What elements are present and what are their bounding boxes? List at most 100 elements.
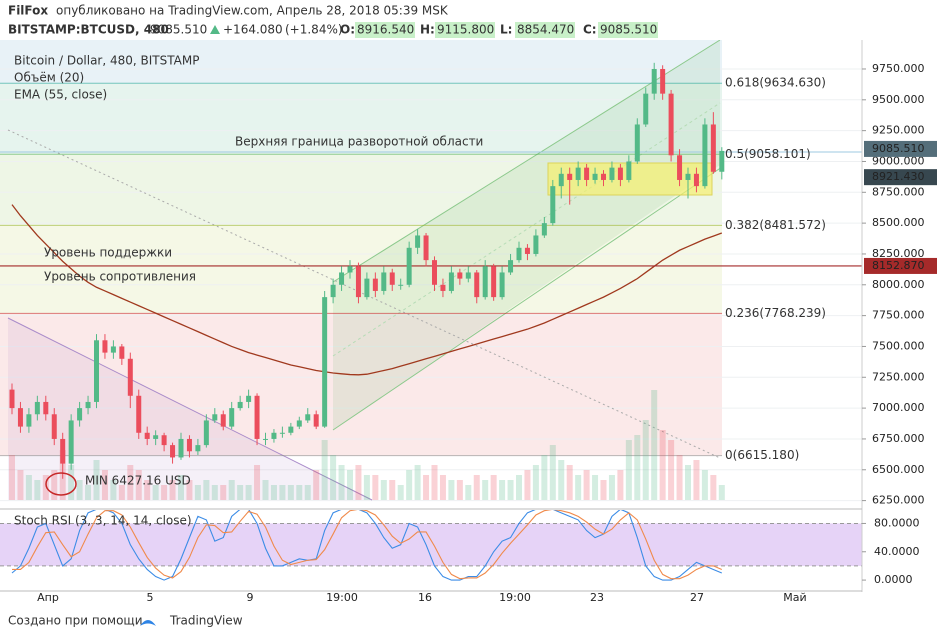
x-tick-label: 9 xyxy=(247,591,254,604)
volume-bar xyxy=(693,460,700,500)
volume-bar xyxy=(85,485,92,500)
stoch-title: Stoch RSI (3, 3, 14, 14, close) xyxy=(14,514,192,528)
change: +164.080 xyxy=(223,23,283,37)
candle-body xyxy=(34,401,40,415)
candle-body xyxy=(195,445,201,452)
volume-bar xyxy=(363,475,370,500)
volume-bar xyxy=(42,475,49,500)
candle-body xyxy=(212,414,218,421)
candle-body xyxy=(178,438,184,458)
volume-bar xyxy=(566,465,573,500)
candle-body xyxy=(440,284,446,291)
volume-bar xyxy=(541,455,548,500)
ohlc-value: 8854.470 xyxy=(517,23,574,37)
volume-bar xyxy=(254,465,261,500)
y-tick-label: 8250.000 xyxy=(872,247,925,260)
candle-body xyxy=(279,432,285,434)
volume-bar xyxy=(583,470,590,500)
y-tick-label: 0.0000 xyxy=(874,573,913,586)
volume-bar xyxy=(101,470,108,500)
y-tick-label: 40.0000 xyxy=(874,545,920,558)
candle-body xyxy=(541,223,547,236)
channel xyxy=(333,40,720,430)
price-tag xyxy=(864,257,937,274)
trend-line xyxy=(7,129,721,459)
candle-body xyxy=(567,173,573,180)
volume-bar xyxy=(347,470,353,500)
volume-bar xyxy=(668,440,675,500)
candle-body xyxy=(558,173,564,187)
candle-body xyxy=(592,173,598,180)
y-tick-label: 7500.000 xyxy=(872,339,925,352)
volume-bar xyxy=(651,390,658,500)
volume-bar xyxy=(9,455,15,500)
ohlc-box xyxy=(515,22,575,38)
candle-body xyxy=(457,272,463,279)
price-tag xyxy=(864,140,937,157)
trend-line xyxy=(7,317,373,501)
volume-bar xyxy=(617,470,624,500)
x-tick-label: 16 xyxy=(418,591,432,604)
price: 9085.510 xyxy=(150,23,207,37)
volume-bar xyxy=(169,480,176,500)
volume-bar xyxy=(34,480,41,500)
candle-body xyxy=(474,272,480,298)
candle-body xyxy=(186,438,192,452)
volume-bar xyxy=(135,470,142,500)
candle-body xyxy=(389,272,395,285)
volume-bar xyxy=(642,420,649,500)
candle-body xyxy=(355,266,361,298)
x-tick-label: Май xyxy=(783,591,806,604)
annotation: Уровень поддержки xyxy=(44,246,172,260)
candle-body xyxy=(491,266,497,298)
volume-bar xyxy=(211,485,218,500)
volume-bar xyxy=(245,485,252,500)
volume-bar xyxy=(93,460,100,500)
price-tag-label: 9085.510 xyxy=(872,142,925,155)
candle-body xyxy=(110,346,116,353)
candle-body xyxy=(313,414,319,427)
volume-bar xyxy=(676,455,683,500)
fib-zone xyxy=(0,225,722,314)
volume-bar xyxy=(625,440,632,500)
volume-bar xyxy=(51,470,58,500)
ohlc-key: C: xyxy=(583,23,597,37)
ohlc-value: 8916.540 xyxy=(357,23,414,37)
candle-body xyxy=(702,124,708,187)
volume-bar xyxy=(414,465,421,500)
x-tick-label: 27 xyxy=(690,591,704,604)
volume-bar xyxy=(321,440,328,500)
volume-bar xyxy=(592,475,599,500)
candle-body xyxy=(634,124,640,162)
candle-body xyxy=(651,68,657,94)
fib-label: 0.382(8481.572) xyxy=(725,218,826,232)
volume-bar xyxy=(448,480,455,500)
annotation: Уровень сопротивления xyxy=(44,270,196,284)
x-tick-label: 23 xyxy=(590,591,604,604)
candle-body xyxy=(364,278,370,298)
candle-body xyxy=(246,395,252,402)
candle-body xyxy=(448,272,454,291)
candle-body xyxy=(203,420,209,446)
volume-bar xyxy=(186,480,193,500)
volume-bar xyxy=(220,485,227,500)
volume-bar xyxy=(304,485,311,500)
volume-bar xyxy=(718,485,725,500)
y-tick-label: 8750.000 xyxy=(872,185,925,198)
candle-body xyxy=(432,260,437,285)
candle-body xyxy=(144,432,150,439)
candle-body xyxy=(60,438,66,464)
candle-body xyxy=(524,247,530,254)
y-tick-label: 7000.000 xyxy=(872,401,925,414)
candle-body xyxy=(220,414,226,427)
fib-label: 0.5(9058.101) xyxy=(725,147,811,161)
candle-body xyxy=(26,414,32,427)
candle-body xyxy=(17,408,23,427)
volume-bar xyxy=(228,480,235,500)
candle-body xyxy=(668,93,674,156)
volume-bar xyxy=(710,475,717,500)
candle-body xyxy=(170,445,176,458)
volume-bar xyxy=(330,455,337,500)
fib-zone xyxy=(0,313,722,456)
stoch-line xyxy=(12,510,723,580)
